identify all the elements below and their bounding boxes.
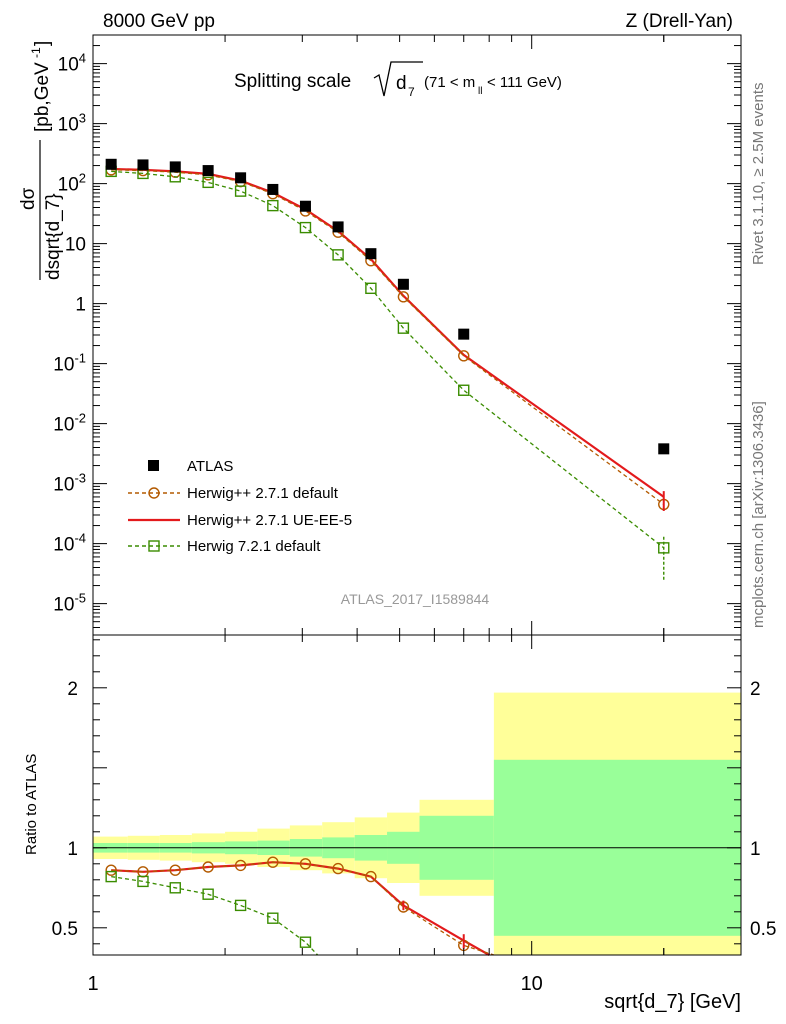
main-ytick-label: 10-3: [53, 471, 86, 496]
main-point-atlas: [332, 221, 344, 233]
ratio-point-herwig7: [267, 912, 279, 924]
ratio-point-herwig7: [105, 870, 117, 883]
title-sqrt-sign: [373, 61, 423, 97]
ratio-line-herwig7: [111, 875, 319, 956]
ratio-point-herwig-default: [234, 859, 247, 872]
main-point-herwig7: [365, 282, 377, 295]
xtick-label: 10: [521, 973, 543, 995]
ratio-ylabel: Ratio to ATLAS: [23, 754, 40, 855]
title-sub7: 7: [408, 85, 415, 99]
ratio-marks: [93, 692, 741, 956]
xtick-label: 1: [87, 973, 98, 995]
ratio-ytick-label-right: 1: [750, 839, 761, 860]
main-point-atlas: [299, 200, 311, 212]
legend-marker-herwig-default: [148, 487, 160, 499]
ratio-point-herwig7: [169, 882, 181, 894]
main-point-atlas: [137, 159, 149, 171]
rivet-label: Rivet 3.1.10, ≥ 2.5M events: [750, 83, 767, 266]
ratio-ytick-label-left: 1: [67, 839, 78, 860]
ratio-point-herwig-default: [365, 870, 377, 883]
title-range-end: < 111 GeV): [487, 74, 562, 91]
legend-label-herwig7: Herwig 7.2.1 default: [187, 538, 321, 555]
legend-marker-herwig7: [148, 540, 160, 552]
ratio-frame: [92, 634, 742, 956]
main-point-herwig7: [299, 221, 312, 234]
title-d: d: [396, 73, 407, 94]
ratio-point-herwig-default: [332, 862, 344, 875]
analysis-watermark: ATLAS_2017_I1589844: [341, 591, 490, 607]
header-left: 8000 GeV pp: [103, 11, 215, 32]
main-point-herwig7: [234, 185, 247, 197]
chart-title: Splitting scale: [234, 71, 351, 92]
mcplots-label: mcplots.cern.ch [arXiv:1306.3436]: [750, 401, 767, 628]
main-ytick-label: 10-1: [53, 351, 86, 376]
ylabel-unit-exp: -1: [29, 47, 43, 58]
main-point-herwig7: [397, 322, 410, 334]
ratio-ytick-label-left: 2: [67, 679, 78, 700]
ratio-point-herwig7: [299, 936, 312, 948]
main-marks: [105, 158, 670, 580]
main-ytick-label: 103: [58, 111, 86, 136]
header-right: Z (Drell-Yan): [626, 11, 733, 32]
main-ytick-label: 10-2: [53, 411, 86, 436]
main-point-atlas: [365, 248, 377, 260]
legend-label-herwig-default: Herwig++ 2.7.1 default: [187, 485, 339, 502]
title-range: (71 < m: [424, 74, 475, 91]
legend-label-herwig-ueee5: Herwig++ 2.7.1 UE-EE-5: [187, 512, 352, 529]
legend: ATLAS Herwig++ 2.7.1 default Herwig++ 2.…: [128, 458, 352, 555]
main-ytick-label: 102: [58, 171, 86, 196]
main-point-atlas: [397, 278, 409, 290]
main-ytick-label: 10-4: [53, 531, 86, 556]
ratio-ticks: 1 10 0.5 0.5 1 1 2 2: [52, 635, 776, 995]
main-point-herwig7: [202, 176, 214, 189]
main-line-herwig-ueee5: [111, 167, 665, 498]
main-point-atlas: [105, 158, 117, 170]
main-point-herwig7: [332, 249, 344, 261]
legend-label-atlas: ATLAS: [187, 458, 233, 475]
ratio-point-herwig-default: [267, 856, 279, 868]
legend-marker-atlas: [148, 460, 159, 471]
ratio-ytick-label-right: 0.5: [750, 919, 776, 940]
ratio-panel: 1 10 0.5 0.5 1 1 2 2 Ratio to ATLAS sqrt{d_7} […: [23, 634, 776, 1013]
main-point-herwig-default: [397, 291, 410, 303]
main-point-atlas: [202, 165, 214, 177]
main-ytick-label: 10-5: [53, 591, 86, 616]
ratio-point-herwig7: [137, 875, 149, 888]
main-point-atlas: [235, 172, 247, 184]
main-ytick-label: 10: [65, 235, 86, 256]
ratio-point-herwig-default: [105, 864, 117, 876]
ratio-point-herwig-default: [299, 858, 312, 870]
main-point-herwig7: [458, 384, 470, 396]
main-point-atlas: [267, 183, 279, 195]
ratio-point-herwig7: [202, 888, 214, 900]
main-point-atlas: [658, 443, 670, 455]
title-main: Splitting scale: [234, 71, 351, 92]
main-ylabel: dσ dsqrt{d_7} [pb,GeV -1 ]: [18, 41, 64, 280]
title-sub-ll: ll: [478, 86, 482, 97]
ylabel-numerator: dσ: [18, 187, 39, 210]
main-point-atlas: [458, 328, 470, 340]
main-line-herwig-default: [111, 169, 665, 505]
main-point-herwig-default: [458, 350, 470, 362]
ratio-point-herwig7: [234, 899, 247, 912]
ylabel-unit-close: ]: [32, 41, 53, 46]
ylabel-unit: [pb,GeV: [32, 62, 53, 132]
ratio-point-herwig-default: [202, 861, 214, 873]
main-ytick-label: 104: [58, 51, 86, 76]
main-ytick-label: 1: [75, 295, 86, 316]
ylabel-denominator: dsqrt{d_7}: [43, 193, 64, 280]
ratio-point-herwig-default: [169, 864, 181, 876]
ratio-ytick-label-right: 2: [750, 679, 761, 700]
xlabel: sqrt{d_7} [GeV]: [604, 991, 741, 1013]
ratio-ytick-label-left: 0.5: [52, 919, 78, 940]
main-point-atlas: [169, 161, 181, 173]
main-point-herwig7: [267, 199, 279, 212]
